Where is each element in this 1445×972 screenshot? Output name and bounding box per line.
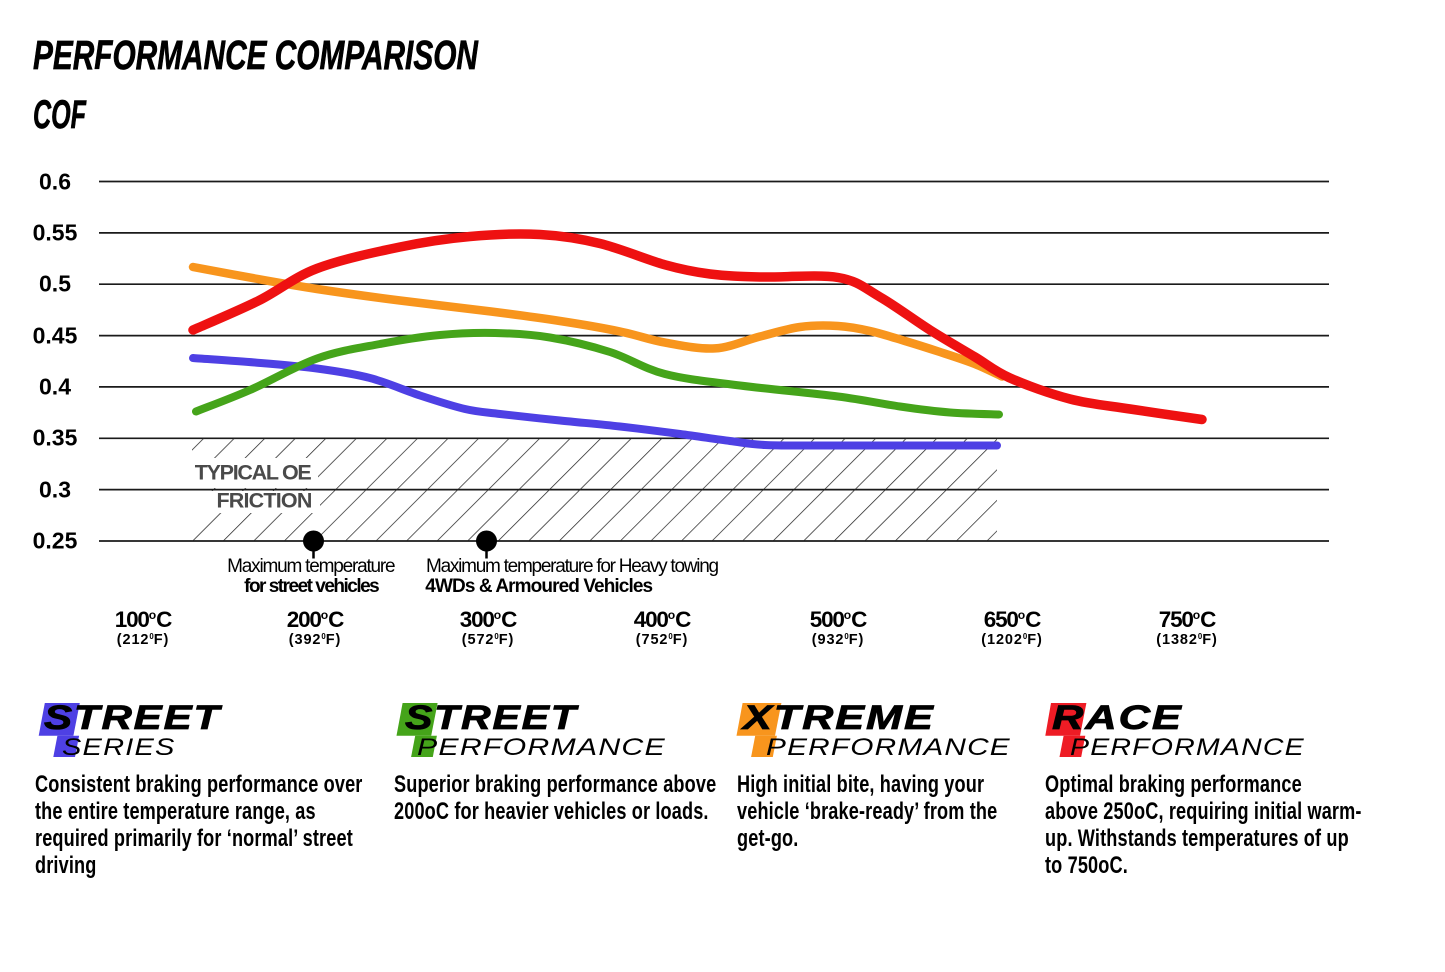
svg-text:TYPICAL OE: TYPICAL OE — [195, 461, 312, 485]
svg-text:FRICTION: FRICTION — [216, 489, 311, 513]
